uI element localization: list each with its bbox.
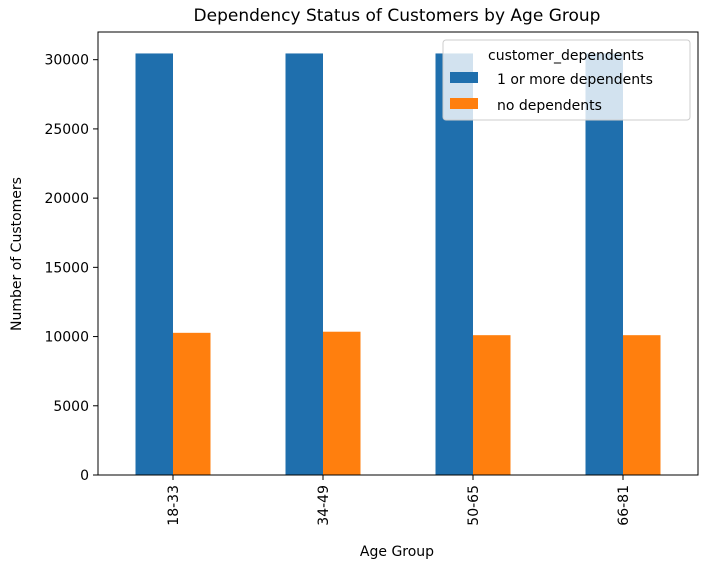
bar-1-or-more-dependents-34-49 bbox=[285, 53, 323, 475]
legend-swatch-1-or-more-dependents bbox=[450, 72, 478, 83]
bar-1-or-more-dependents-66-81 bbox=[585, 53, 623, 475]
legend-label-1-or-more-dependents: 1 or more dependents bbox=[497, 72, 653, 88]
x-tick-label-50-65: 50-65 bbox=[466, 485, 482, 526]
y-axis-label: Number of Customers bbox=[9, 177, 25, 331]
y-axis: 0 5000 10000 15000 20000 25000 30000 bbox=[44, 53, 98, 484]
x-axis-label: Age Group bbox=[360, 544, 434, 560]
y-tick-label: 0 bbox=[80, 468, 89, 484]
bar-no-dependents-34-49 bbox=[323, 331, 361, 475]
chart-title: Dependency Status of Customers by Age Gr… bbox=[194, 6, 601, 26]
legend-swatch-no-dependents bbox=[450, 98, 478, 109]
bar-no-dependents-18-33 bbox=[173, 332, 211, 475]
legend: customer_dependents 1 or more dependents… bbox=[442, 39, 691, 121]
y-tick-label: 25000 bbox=[44, 122, 89, 138]
legend-box bbox=[442, 39, 691, 121]
bar-1-or-more-dependents-50-65 bbox=[435, 53, 473, 475]
x-tick-label-34-49: 34-49 bbox=[316, 485, 332, 526]
x-tick-label-66-81: 66-81 bbox=[616, 485, 632, 526]
y-tick-label: 30000 bbox=[44, 53, 89, 69]
bars-group bbox=[135, 53, 661, 475]
legend-label-no-dependents: no dependents bbox=[497, 98, 602, 114]
y-tick-label: 20000 bbox=[44, 191, 89, 207]
bar-no-dependents-50-65 bbox=[473, 335, 511, 475]
x-axis: 18-33 34-49 50-65 66-81 bbox=[166, 475, 632, 526]
x-tick-label-18-33: 18-33 bbox=[166, 485, 182, 526]
bar-no-dependents-66-81 bbox=[623, 335, 661, 475]
y-tick-label: 15000 bbox=[44, 260, 89, 276]
plot-frame bbox=[97, 31, 699, 476]
bar-1-or-more-dependents-18-33 bbox=[135, 53, 173, 475]
legend-title: customer_dependents bbox=[488, 48, 644, 64]
y-tick-label: 10000 bbox=[44, 330, 89, 346]
y-tick-label: 5000 bbox=[53, 399, 89, 415]
